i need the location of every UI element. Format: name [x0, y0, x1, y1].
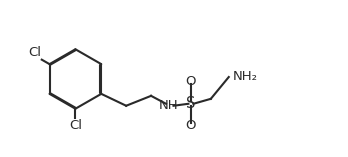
Text: O: O: [186, 76, 196, 88]
Text: NH₂: NH₂: [233, 70, 258, 83]
Text: NH: NH: [159, 99, 179, 112]
Text: O: O: [186, 119, 196, 132]
Text: S: S: [186, 96, 196, 111]
Text: Cl: Cl: [69, 119, 82, 132]
Text: Cl: Cl: [28, 46, 41, 59]
